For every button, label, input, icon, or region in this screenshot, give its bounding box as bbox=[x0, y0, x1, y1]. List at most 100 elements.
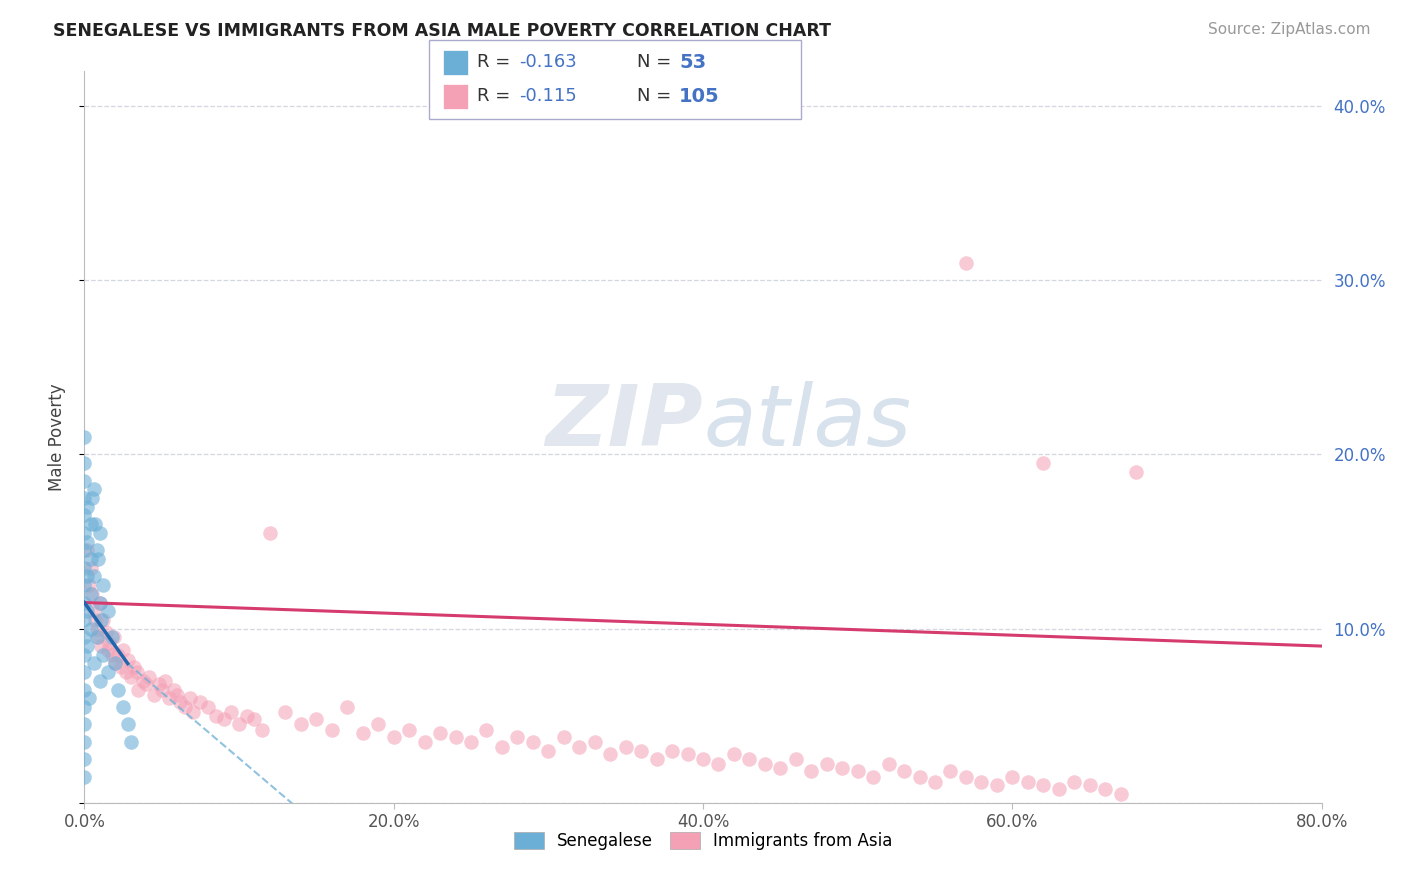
Point bbox=[290, 717, 312, 731]
Point bbox=[89, 595, 111, 609]
Point bbox=[77, 578, 100, 592]
Point bbox=[148, 677, 170, 691]
Text: N =: N = bbox=[637, 87, 671, 105]
Text: R =: R = bbox=[477, 87, 510, 105]
Point bbox=[83, 657, 105, 671]
Point bbox=[115, 665, 138, 680]
Point bbox=[522, 735, 544, 749]
Point bbox=[831, 761, 853, 775]
Point bbox=[89, 595, 111, 609]
Point bbox=[352, 726, 374, 740]
Point bbox=[398, 723, 420, 737]
Point bbox=[188, 695, 211, 709]
Point bbox=[205, 708, 228, 723]
Point bbox=[583, 735, 606, 749]
Point bbox=[91, 648, 114, 662]
Point bbox=[83, 483, 105, 497]
Point bbox=[132, 673, 155, 688]
Point bbox=[96, 642, 118, 657]
Point bbox=[179, 691, 201, 706]
Point bbox=[1078, 778, 1101, 792]
Point bbox=[101, 648, 124, 662]
Point bbox=[101, 631, 124, 645]
Point bbox=[645, 752, 668, 766]
Point bbox=[738, 752, 761, 766]
Point bbox=[73, 717, 96, 731]
Point bbox=[91, 613, 114, 627]
Text: Source: ZipAtlas.com: Source: ZipAtlas.com bbox=[1208, 22, 1371, 37]
Point bbox=[970, 775, 993, 789]
Point bbox=[87, 631, 110, 645]
Point bbox=[83, 604, 105, 618]
Point bbox=[228, 717, 250, 731]
Point bbox=[367, 717, 389, 731]
Point bbox=[89, 673, 111, 688]
Point bbox=[212, 712, 235, 726]
Point bbox=[138, 670, 160, 684]
Point bbox=[382, 730, 405, 744]
Point bbox=[127, 682, 149, 697]
Point bbox=[197, 700, 219, 714]
Point bbox=[73, 682, 96, 697]
Point bbox=[1063, 775, 1085, 789]
Point bbox=[107, 682, 129, 697]
Point bbox=[630, 743, 652, 757]
Point bbox=[336, 700, 359, 714]
Point bbox=[429, 726, 451, 740]
Point bbox=[79, 622, 101, 636]
Point bbox=[117, 717, 139, 731]
Point bbox=[769, 761, 792, 775]
Text: 53: 53 bbox=[679, 53, 706, 72]
Point bbox=[321, 723, 343, 737]
Point bbox=[754, 757, 776, 772]
Point bbox=[955, 256, 977, 270]
Point bbox=[112, 700, 135, 714]
Point bbox=[125, 665, 148, 680]
Point bbox=[235, 708, 259, 723]
Legend: Senegalese, Immigrants from Asia: Senegalese, Immigrants from Asia bbox=[508, 825, 898, 856]
Point bbox=[73, 735, 96, 749]
Point bbox=[76, 543, 98, 558]
Point bbox=[112, 642, 135, 657]
Point bbox=[305, 712, 328, 726]
Point bbox=[444, 730, 467, 744]
Point bbox=[76, 639, 98, 653]
Point bbox=[76, 569, 98, 583]
Point bbox=[83, 569, 105, 583]
Text: ZIP: ZIP bbox=[546, 381, 703, 464]
Point bbox=[159, 691, 180, 706]
Point bbox=[73, 578, 96, 592]
Point bbox=[243, 712, 266, 726]
Point bbox=[614, 740, 637, 755]
Point bbox=[219, 705, 242, 719]
Point bbox=[82, 587, 104, 601]
Point bbox=[1125, 465, 1147, 479]
Point bbox=[120, 735, 142, 749]
Text: atlas: atlas bbox=[703, 381, 911, 464]
Point bbox=[98, 635, 121, 649]
Point bbox=[1032, 456, 1054, 470]
Point bbox=[86, 631, 108, 645]
Point bbox=[73, 700, 96, 714]
Point bbox=[1001, 770, 1024, 784]
Point bbox=[110, 660, 132, 674]
Point bbox=[599, 747, 621, 761]
Point bbox=[413, 735, 436, 749]
Point bbox=[174, 700, 197, 714]
Point bbox=[181, 705, 204, 719]
Point bbox=[815, 757, 838, 772]
Point bbox=[986, 778, 1008, 792]
Point bbox=[877, 757, 900, 772]
Point bbox=[955, 770, 977, 784]
Point bbox=[73, 560, 96, 574]
Point bbox=[862, 770, 884, 784]
Point bbox=[86, 622, 108, 636]
Point bbox=[692, 752, 714, 766]
Text: N =: N = bbox=[637, 54, 671, 71]
Point bbox=[908, 770, 931, 784]
Point bbox=[79, 587, 101, 601]
Point bbox=[135, 677, 157, 691]
Point bbox=[90, 639, 112, 653]
Point bbox=[506, 730, 529, 744]
Point bbox=[104, 657, 127, 671]
